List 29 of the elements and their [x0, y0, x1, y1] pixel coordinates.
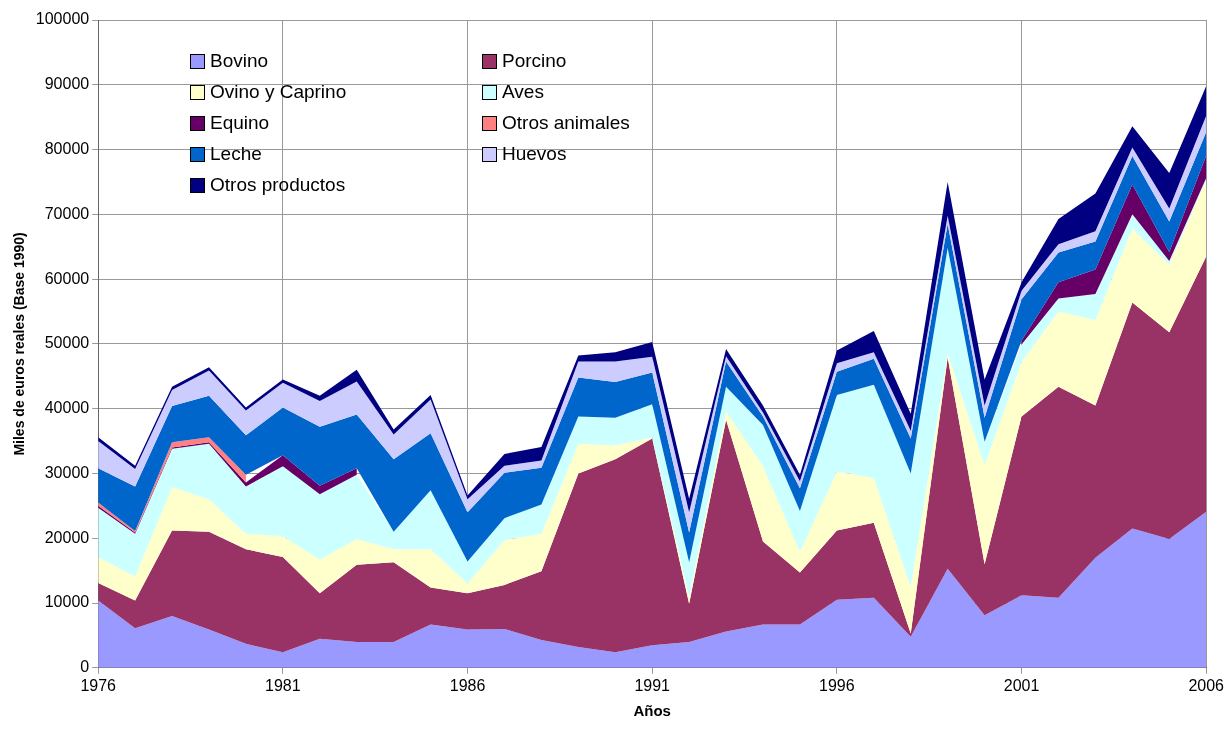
legend-label: Huevos [502, 143, 567, 165]
y-tick-label: 60000 [44, 269, 90, 287]
y-tick-label: 50000 [44, 334, 90, 352]
y-tick-label: 10000 [44, 593, 90, 611]
y-tick-label: 0 [80, 658, 90, 676]
y-tick-label: 40000 [44, 399, 90, 417]
y-tick-label: 90000 [44, 75, 90, 93]
legend-label: Aves [502, 81, 544, 103]
y-tick-label: 80000 [44, 139, 90, 157]
legend-label: Porcino [502, 50, 567, 72]
legend-label: Equino [210, 112, 270, 134]
legend-label: Leche [210, 143, 262, 165]
x-tick-label: 2001 [1003, 676, 1040, 694]
legend-label: Otros animales [502, 112, 630, 134]
x-tick-label: 1981 [265, 676, 301, 694]
y-tick-label: 70000 [44, 204, 90, 222]
y-tick-label: 100000 [35, 10, 90, 28]
y-tick-label: 30000 [44, 463, 90, 481]
x-tick-label: 1996 [819, 676, 855, 694]
legend-label: Bovino [210, 50, 269, 72]
x-tick-label: 1986 [449, 676, 486, 694]
legend-label: Ovino y Caprino [210, 81, 347, 103]
legend-label: Otros productos [210, 174, 346, 196]
x-tick-label: 1976 [80, 676, 117, 694]
x-tick-label: 2006 [1188, 676, 1225, 694]
y-axis-title: Miles de euros reales (Base 1990) [11, 232, 28, 456]
x-axis-title: Años [633, 702, 671, 720]
y-tick-label: 20000 [44, 528, 90, 546]
x-tick-label: 1991 [634, 676, 671, 694]
